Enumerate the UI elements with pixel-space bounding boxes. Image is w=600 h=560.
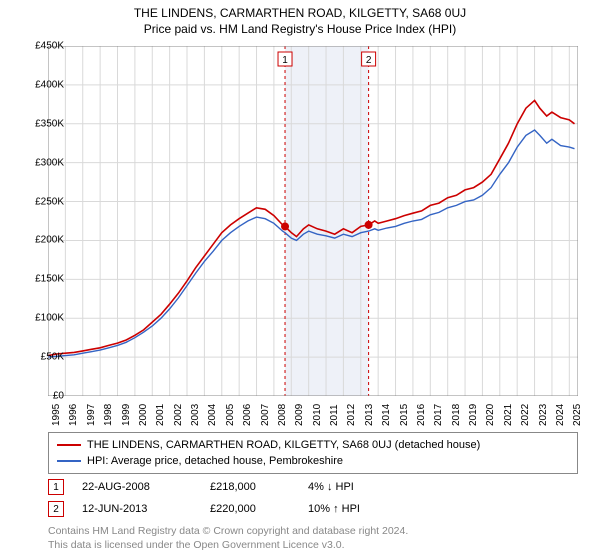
chart-title: THE LINDENS, CARMARTHEN ROAD, KILGETTY, … [0, 6, 600, 20]
event-delta: 4% ↓ HPI [308, 481, 408, 493]
x-tick-label: 2022 [520, 404, 531, 426]
chart-titles: THE LINDENS, CARMARTHEN ROAD, KILGETTY, … [0, 0, 600, 36]
chart-subtitle: Price paid vs. HM Land Registry's House … [0, 22, 600, 36]
x-tick-label: 2002 [173, 404, 184, 426]
y-tick-label: £150K [20, 274, 64, 285]
event-date: 22-AUG-2008 [82, 481, 192, 493]
x-tick-label: 2012 [346, 404, 357, 426]
y-tick-label: £450K [20, 41, 64, 52]
chart-container: THE LINDENS, CARMARTHEN ROAD, KILGETTY, … [0, 0, 600, 560]
attribution-text: Contains HM Land Registry data © Crown c… [48, 524, 578, 552]
x-tick-label: 2011 [329, 404, 340, 426]
x-tick-label: 2017 [433, 404, 444, 426]
event-price: £218,000 [210, 481, 290, 493]
y-tick-label: £250K [20, 196, 64, 207]
x-tick-label: 2018 [451, 404, 462, 426]
x-tick-label: 1999 [121, 404, 132, 426]
chart-legend: THE LINDENS, CARMARTHEN ROAD, KILGETTY, … [48, 432, 578, 474]
y-tick-label: £350K [20, 118, 64, 129]
svg-text:1: 1 [282, 55, 288, 66]
x-tick-label: 2016 [416, 404, 427, 426]
legend-swatch [57, 460, 81, 462]
x-tick-label: 2009 [294, 404, 305, 426]
event-marker: 1 [48, 479, 64, 495]
event-date: 12-JUN-2013 [82, 503, 192, 515]
x-tick-label: 2020 [485, 404, 496, 426]
x-tick-label: 2013 [364, 404, 375, 426]
attribution-line-1: Contains HM Land Registry data © Crown c… [48, 524, 578, 538]
event-row: 1 22-AUG-2008 £218,000 4% ↓ HPI [48, 476, 578, 498]
event-price: £220,000 [210, 503, 290, 515]
x-tick-label: 2023 [538, 404, 549, 426]
x-tick-label: 2004 [207, 404, 218, 426]
y-tick-label: £0 [20, 391, 64, 402]
chart-plot: 12 [48, 46, 578, 396]
x-tick-label: 1998 [103, 404, 114, 426]
legend-item: HPI: Average price, detached house, Pemb… [57, 453, 569, 469]
y-tick-label: £200K [20, 235, 64, 246]
x-tick-label: 2001 [155, 404, 166, 426]
event-marker: 2 [48, 501, 64, 517]
legend-swatch [57, 444, 81, 446]
x-tick-label: 2019 [468, 404, 479, 426]
x-tick-label: 2024 [555, 404, 566, 426]
x-tick-label: 1996 [68, 404, 79, 426]
x-tick-label: 2008 [277, 404, 288, 426]
x-tick-label: 2010 [312, 404, 323, 426]
y-tick-label: £100K [20, 313, 64, 324]
x-tick-label: 1995 [51, 404, 62, 426]
x-tick-label: 2021 [503, 404, 514, 426]
event-delta: 10% ↑ HPI [308, 503, 408, 515]
x-tick-label: 2006 [242, 404, 253, 426]
x-tick-label: 2003 [190, 404, 201, 426]
y-tick-label: £300K [20, 157, 64, 168]
attribution-line-2: This data is licensed under the Open Gov… [48, 538, 578, 552]
svg-text:2: 2 [366, 55, 372, 66]
x-tick-label: 2005 [225, 404, 236, 426]
legend-label: THE LINDENS, CARMARTHEN ROAD, KILGETTY, … [87, 439, 480, 451]
event-list: 1 22-AUG-2008 £218,000 4% ↓ HPI 2 12-JUN-2013… [48, 476, 578, 520]
x-tick-label: 2000 [138, 404, 149, 426]
y-tick-label: £50K [20, 352, 64, 363]
x-tick-label: 2025 [572, 404, 583, 426]
y-tick-label: £400K [20, 79, 64, 90]
x-tick-label: 2014 [381, 404, 392, 426]
event-row: 2 12-JUN-2013 £220,000 10% ↑ HPI [48, 498, 578, 520]
x-tick-label: 1997 [86, 404, 97, 426]
x-tick-label: 2015 [399, 404, 410, 426]
x-tick-label: 2007 [260, 404, 271, 426]
legend-label: HPI: Average price, detached house, Pemb… [87, 455, 343, 467]
legend-item: THE LINDENS, CARMARTHEN ROAD, KILGETTY, … [57, 437, 569, 453]
